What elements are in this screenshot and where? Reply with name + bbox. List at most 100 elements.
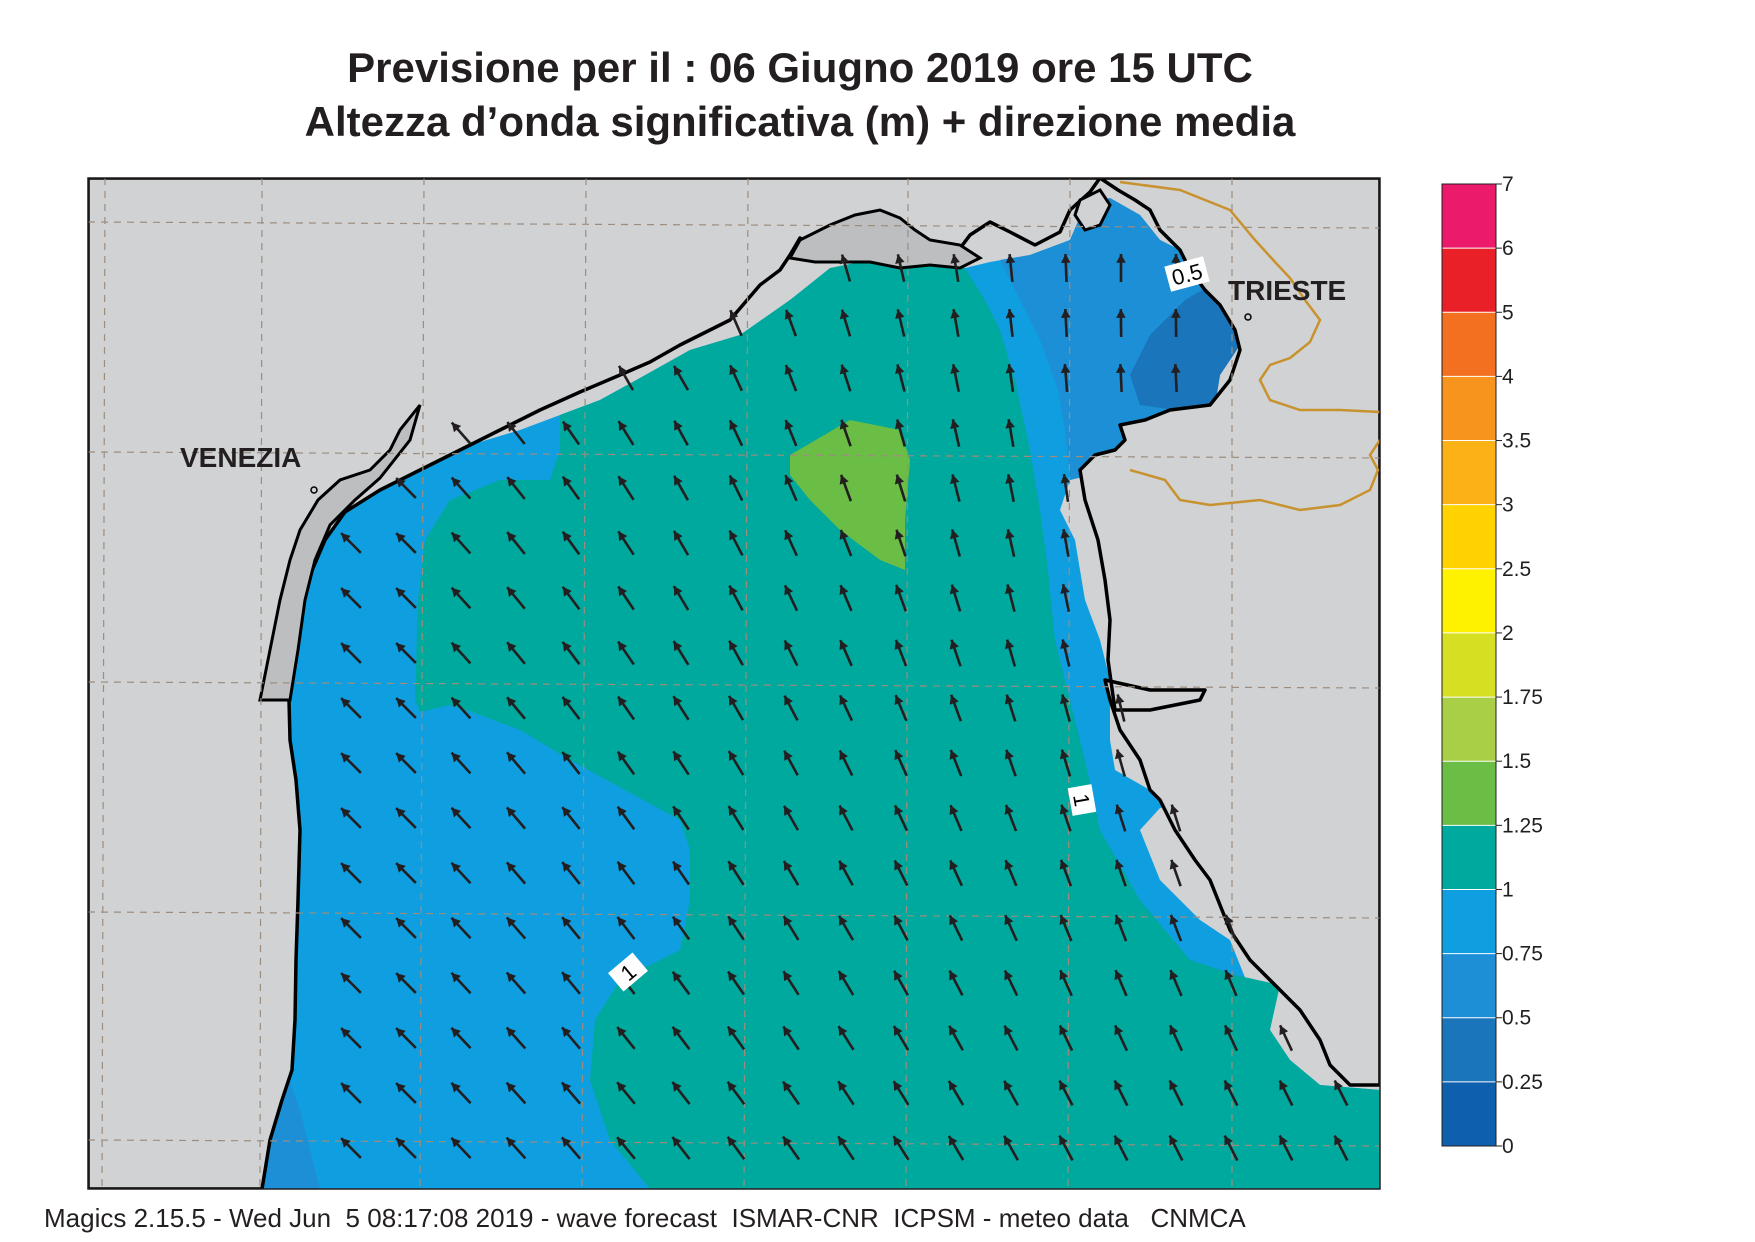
wave-arrow-head [949, 529, 960, 540]
wave-arrow-head [451, 862, 461, 873]
wave-arrow-head [895, 364, 905, 375]
wave-arrow-head [396, 1138, 406, 1148]
wave-arrow-head [672, 1026, 682, 1037]
wave-arrow-head [561, 1082, 572, 1093]
wave-arrow-head [783, 860, 793, 871]
wave-arrow-head [561, 1137, 572, 1148]
wave-arrow-head [341, 863, 351, 873]
wave-arrow-head [506, 972, 517, 983]
sea-125-15-patch [790, 420, 910, 570]
contour-label-east: 1 [1067, 784, 1097, 816]
wave-arrow-head [1170, 364, 1181, 374]
wave-arrow-head [1279, 1135, 1288, 1146]
colorbar-swatch [1442, 1017, 1496, 1083]
wave-arrow-head [507, 697, 517, 708]
wave-arrow-head [784, 750, 793, 761]
wave-arrow-head [895, 309, 905, 320]
wave-arrow-head [895, 254, 905, 264]
colorbar-swatch [1442, 184, 1496, 249]
wave-arrow-head [1169, 1025, 1179, 1036]
wave-arrow-head [950, 309, 960, 319]
wave-arrow-head [1169, 970, 1179, 981]
wave-arrow-head [396, 698, 406, 708]
wave-arrow-head [1060, 639, 1070, 650]
wave-arrow-head [396, 533, 406, 543]
wave-arrow-head [1169, 859, 1179, 870]
wave-arrow-head [674, 420, 683, 431]
wave-arrow-head [562, 586, 572, 597]
wave-arrow-head [673, 861, 682, 872]
wave-arrow-head [507, 477, 517, 487]
wave-arrow-head [949, 805, 959, 816]
wave-arrow-head [674, 365, 683, 376]
wave-arrow-head [451, 697, 462, 708]
wave-arrow-head [1004, 749, 1014, 760]
wave-arrow-head [451, 422, 462, 433]
wave-arrow-head [1060, 364, 1071, 374]
wave-arrow-head [839, 805, 848, 816]
wave-arrow-head [451, 532, 462, 543]
wave-arrow-head [341, 698, 351, 708]
wave-arrow-head [672, 971, 682, 982]
colorbar-tick-label: 0.75 [1502, 943, 1543, 966]
wave-arrow-head [1005, 529, 1015, 539]
wave-arrow-head [1059, 694, 1070, 705]
wave-arrow-head [562, 917, 572, 927]
wave-arrow-head [1005, 309, 1016, 319]
wave-arrow-head [341, 1028, 351, 1038]
wave-arrow-head [617, 751, 627, 762]
wave-arrow-head [341, 1138, 351, 1148]
wave-arrow-head [950, 254, 960, 264]
wave-arrow-head [1005, 364, 1016, 374]
wave-arrow-head [1114, 1025, 1124, 1036]
colorbar-swatch [1442, 761, 1496, 826]
wave-arrow-head [784, 805, 793, 816]
wave-arrow-head [949, 970, 958, 981]
wave-arrow-head [1114, 859, 1124, 870]
wave-arrow-head [839, 474, 849, 485]
wave-arrow-head [562, 862, 572, 872]
wave-arrow-head [894, 584, 904, 595]
wave-arrow-head [341, 533, 351, 543]
wave-arrow-head [341, 588, 351, 598]
colorbar-tick-label: 4 [1502, 365, 1514, 388]
wave-arrow-head [949, 584, 960, 595]
wave-arrow-head [839, 915, 848, 926]
wave-arrow-head [783, 1026, 793, 1037]
wave-arrow-head [341, 1083, 351, 1093]
wave-arrow-head [729, 530, 738, 541]
wave-arrow-head [894, 970, 903, 981]
wave-arrow-head [1169, 1080, 1178, 1091]
wave-arrow-head [1114, 1080, 1123, 1091]
colorbar-tick-label: 3 [1502, 494, 1514, 517]
wave-arrow-head [894, 750, 904, 761]
wave-arrow-head [341, 753, 351, 763]
colorbar-tick-label: 0.25 [1502, 1071, 1543, 1094]
wave-arrow-head [1224, 970, 1234, 981]
colorbar-swatch [1442, 889, 1496, 955]
wave-arrow-head [1004, 915, 1014, 926]
wave-arrow-head [1004, 1080, 1013, 1091]
wave-arrow-head [451, 807, 461, 818]
colorbar-swatch [1442, 440, 1496, 506]
wave-arrow-head [506, 1082, 517, 1093]
wave-arrow-head [618, 531, 628, 542]
city-label-trieste: TRIESTE [1228, 275, 1346, 306]
wave-arrow-head [341, 973, 351, 983]
wave-arrow-head [674, 475, 683, 486]
land-eastern-coast [1078, 178, 1380, 1087]
wave-arrow-head [396, 863, 406, 873]
colorbar-swatch [1442, 632, 1496, 698]
wave-arrow-head [784, 640, 793, 651]
venezia-marker [310, 486, 318, 494]
contour-label-south: 1 [608, 952, 648, 992]
wave-arrow-head [396, 918, 406, 928]
wave-arrow-head [1116, 309, 1126, 318]
wave-arrow-head [672, 916, 682, 927]
wave-arrow-head [784, 475, 794, 486]
wave-arrow-head [782, 1136, 792, 1147]
wave-arrow-head [783, 971, 793, 982]
wave-arrow-head [894, 529, 904, 540]
wave-arrow-head [617, 916, 627, 927]
